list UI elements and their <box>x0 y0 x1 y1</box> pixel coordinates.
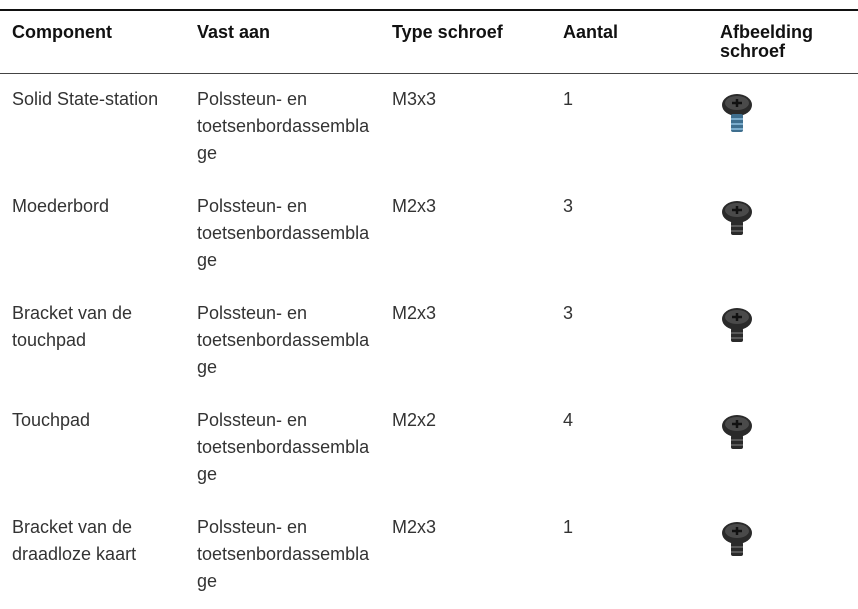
component-cell: Bracket van de touchpad <box>0 288 185 395</box>
column-header: Type schroef <box>380 10 551 74</box>
component-cell: Touchpad <box>0 395 185 502</box>
screw-image-cell <box>708 74 858 182</box>
quantity-cell: 1 <box>551 74 708 182</box>
screw-type-cell: M2x3 <box>380 288 551 395</box>
screw-image-cell <box>708 502 858 609</box>
column-header: Component <box>0 10 185 74</box>
screw-icon <box>720 199 754 243</box>
screw-type-cell: M2x3 <box>380 502 551 609</box>
page: {"table": { "headers": ["Component", "Va… <box>0 9 858 589</box>
screw-type-cell: M2x2 <box>380 395 551 502</box>
screw-icon <box>720 520 754 564</box>
column-header: Aantal <box>551 10 708 74</box>
screw-image-cell <box>708 395 858 502</box>
quantity-cell: 3 <box>551 181 708 288</box>
fixed-to-cell: Polssteun- en toetsenbordassemblage <box>185 502 380 609</box>
screw-type-cell: M3x3 <box>380 74 551 182</box>
quantity-cell: 4 <box>551 395 708 502</box>
component-cell: Moederbord <box>0 181 185 288</box>
quantity-cell: 3 <box>551 288 708 395</box>
fixed-to-cell: Polssteun- en toetsenbordassemblage <box>185 181 380 288</box>
quantity-cell: 1 <box>551 502 708 609</box>
screw-icon <box>720 306 754 350</box>
component-cell: Bracket van de draadloze kaart <box>0 502 185 609</box>
screw-type-cell: M2x3 <box>380 181 551 288</box>
column-header: Vast aan <box>185 10 380 74</box>
screw-image-cell <box>708 288 858 395</box>
fixed-to-cell: Polssteun- en toetsenbordassemblage <box>185 74 380 182</box>
fixed-to-cell: Polssteun- en toetsenbordassemblage <box>185 395 380 502</box>
component-cell: Solid State-station <box>0 74 185 182</box>
screw-icon <box>720 92 754 136</box>
screw-image-cell <box>708 181 858 288</box>
column-header: Afbeelding schroef <box>708 10 858 74</box>
screw-icon <box>720 413 754 457</box>
fixed-to-cell: Polssteun- en toetsenbordassemblage <box>185 288 380 395</box>
